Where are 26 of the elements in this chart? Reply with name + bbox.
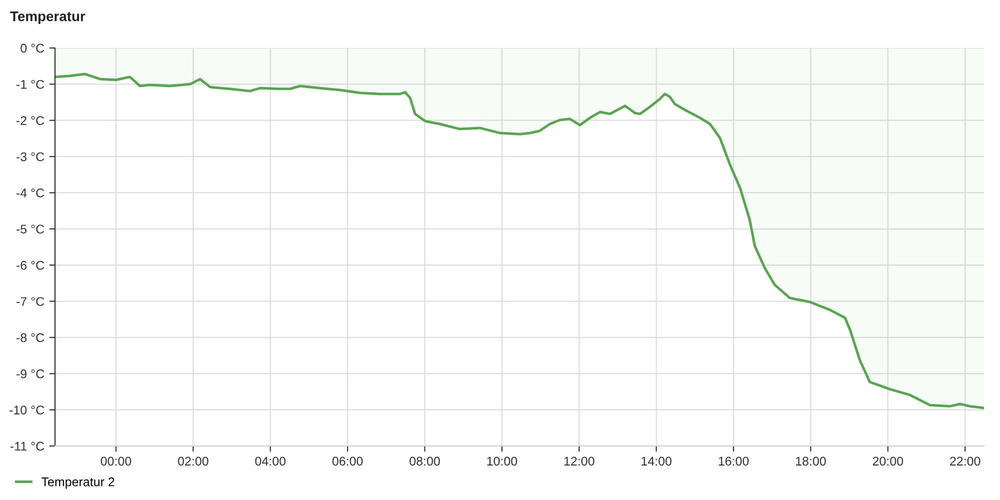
- x-tick-label: 06:00: [332, 456, 363, 466]
- x-tick-label: 00:00: [100, 456, 132, 466]
- x-tick-label: 08:00: [410, 456, 440, 466]
- y-tick-label: -7 °C: [16, 297, 44, 306]
- chart-title: Temperatur: [10, 12, 86, 24]
- x-tick-label: 02:00: [178, 456, 208, 466]
- y-tick-label: -3 °C: [16, 152, 44, 162]
- y-tick-label: -6 °C: [16, 260, 44, 270]
- x-tick-label: 22:00: [950, 456, 980, 466]
- x-tick-label: 18:00: [796, 456, 826, 466]
- y-tick-label: 0 °C: [20, 44, 44, 53]
- y-tick-label: -10 °C: [10, 406, 44, 414]
- x-tick-label: 20:00: [872, 456, 904, 466]
- x-tick-label: 12:00: [564, 456, 594, 466]
- y-tick-label: -11 °C: [10, 442, 44, 451]
- y-tick-label: -9 °C: [16, 369, 44, 378]
- x-tick-label: 16:00: [718, 456, 749, 466]
- y-tick-label: -1 °C: [16, 80, 44, 89]
- y-tick-label: -2 °C: [16, 116, 44, 126]
- x-tick-label: 10:00: [487, 456, 518, 466]
- legend-label: Temperatur 2: [42, 477, 114, 489]
- x-tick-label: 04:00: [255, 456, 286, 466]
- y-tick-label: -5 °C: [16, 224, 44, 234]
- x-tick-label: 14:00: [642, 456, 672, 466]
- y-tick-label: -4 °C: [16, 188, 44, 198]
- y-tick-label: -8 °C: [16, 333, 44, 342]
